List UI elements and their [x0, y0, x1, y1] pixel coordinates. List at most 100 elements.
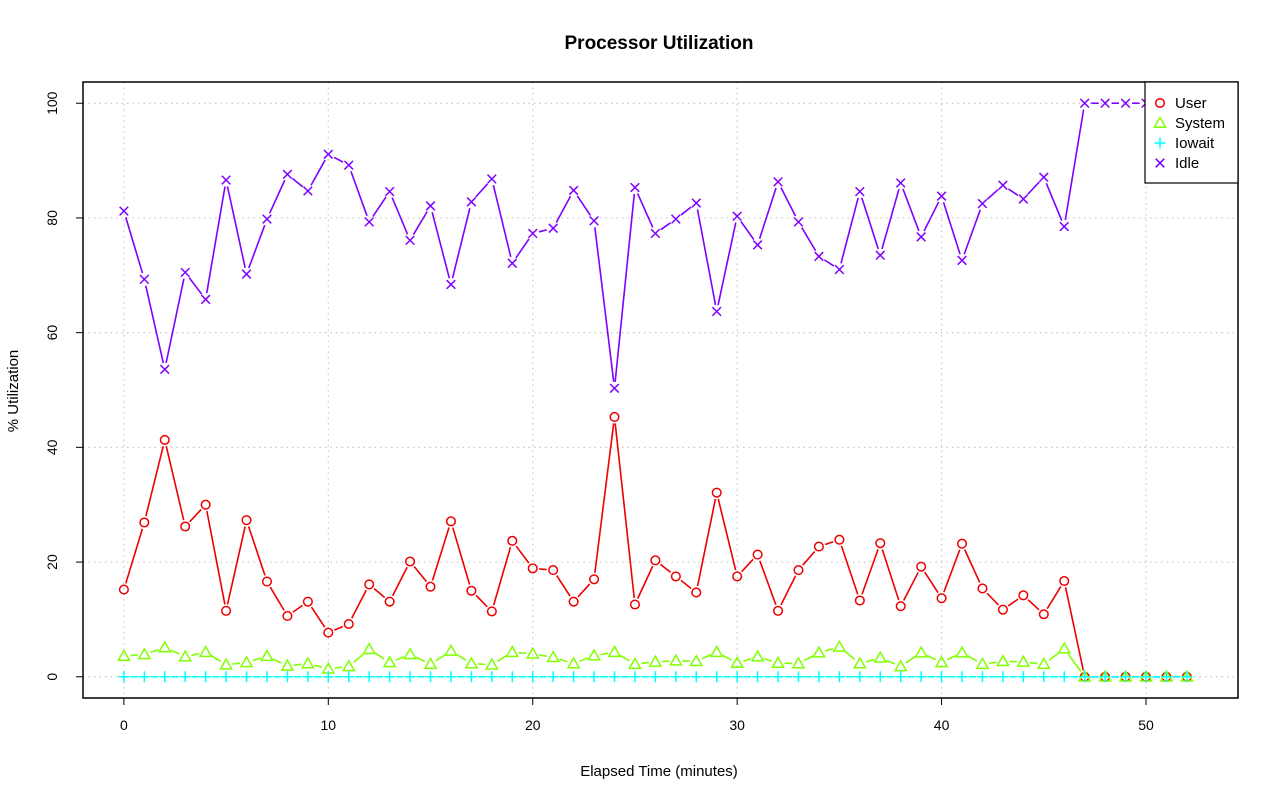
axes: 0 10 20 30 40 50 0 20 40 60 80 100 — [44, 81, 1239, 733]
series-line-segment — [475, 594, 488, 608]
data-point — [179, 671, 191, 683]
data-point — [547, 671, 559, 683]
data-point — [157, 640, 172, 653]
data-point — [1038, 671, 1050, 683]
data-point — [997, 604, 1008, 615]
data-point — [282, 169, 293, 180]
series-line-segment — [1027, 181, 1040, 195]
data-point — [423, 657, 438, 670]
series-line-segment — [840, 545, 859, 595]
data-point — [139, 517, 150, 528]
data-point — [425, 671, 437, 683]
series-line-segment — [435, 653, 446, 662]
series-line-segment — [334, 666, 343, 669]
x-tick-label: 30 — [729, 717, 745, 733]
series-line-segment — [395, 656, 405, 661]
y-tick-label: 100 — [44, 91, 60, 115]
data-point — [649, 671, 661, 683]
series-line-segment — [351, 589, 367, 619]
data-point — [628, 657, 642, 670]
data-point — [1038, 609, 1049, 620]
data-point — [648, 654, 663, 667]
data-point — [607, 645, 622, 658]
series-line-segment — [576, 195, 592, 216]
series-line-segment — [206, 510, 226, 605]
data-point — [302, 671, 314, 683]
y-axis-label: % Utilization — [5, 350, 22, 433]
data-point — [732, 211, 742, 222]
data-point — [527, 563, 538, 574]
series-line-segment — [636, 565, 654, 599]
series-line-segment — [905, 655, 917, 664]
data-point — [343, 671, 355, 683]
series-line-segment — [333, 156, 344, 163]
data-point — [159, 364, 170, 375]
series-line-segment — [924, 571, 939, 594]
data-point — [403, 647, 417, 660]
series-line-segment — [861, 197, 880, 250]
y-tick-label: 0 — [44, 673, 60, 681]
data-point — [873, 650, 888, 663]
series-line-segment — [538, 229, 548, 233]
data-point — [915, 671, 927, 683]
data-point — [323, 149, 334, 160]
data-point — [404, 671, 416, 683]
series-line-segment — [758, 187, 777, 239]
data-point — [671, 214, 681, 224]
series-line-segment — [600, 652, 609, 656]
data-point — [261, 576, 273, 587]
series-line-segment — [518, 651, 527, 655]
data-point — [425, 581, 436, 592]
series-line-segment — [986, 188, 999, 200]
series-line-segment — [496, 654, 508, 663]
data-point — [711, 306, 722, 317]
data-point — [220, 671, 232, 683]
data-point — [405, 235, 415, 246]
series-line-segment — [885, 659, 896, 665]
data-point — [1038, 172, 1049, 183]
series-line-segment — [165, 446, 185, 521]
legend-label: System — [1175, 115, 1225, 132]
series-line-segment — [763, 657, 773, 662]
series-line-segment — [641, 661, 650, 665]
data-point — [1057, 641, 1072, 654]
data-point — [852, 656, 867, 669]
data-point — [343, 618, 354, 630]
series-line-segment — [451, 207, 471, 279]
data-point — [484, 657, 499, 670]
data-point — [200, 499, 211, 510]
series-line-segment — [1007, 188, 1019, 197]
data-point — [936, 593, 947, 604]
series-line-segment — [226, 186, 246, 268]
data-point — [444, 643, 458, 656]
data-point — [997, 671, 1009, 683]
data-point — [895, 601, 906, 612]
data-point — [936, 671, 948, 683]
series-line-segment — [1027, 599, 1040, 611]
series-line-segment — [269, 586, 285, 611]
series-line-segment — [660, 222, 671, 231]
data-point — [137, 647, 152, 660]
data-point — [998, 180, 1008, 191]
series-line-segment — [1067, 653, 1082, 672]
data-point — [1079, 671, 1091, 683]
data-point — [200, 294, 211, 305]
legend-item-iowait: Iowait — [1154, 135, 1215, 152]
legend-item-user: User — [1154, 95, 1207, 112]
data-point — [690, 671, 702, 683]
data-point — [1120, 98, 1131, 109]
series-line-segment — [843, 650, 856, 661]
data-point — [792, 671, 804, 683]
series-idle — [119, 98, 1192, 394]
data-point — [546, 650, 561, 663]
data-point — [507, 535, 518, 546]
series-line-segment — [248, 224, 266, 269]
data-point — [118, 671, 130, 683]
series-line-segment — [614, 423, 636, 599]
series-line-segment — [701, 654, 712, 660]
series-line-segment — [801, 227, 817, 252]
data-point — [465, 671, 477, 683]
series-line-segment — [415, 656, 425, 663]
series-line-segment — [741, 558, 754, 573]
series-line-segment — [740, 221, 755, 241]
